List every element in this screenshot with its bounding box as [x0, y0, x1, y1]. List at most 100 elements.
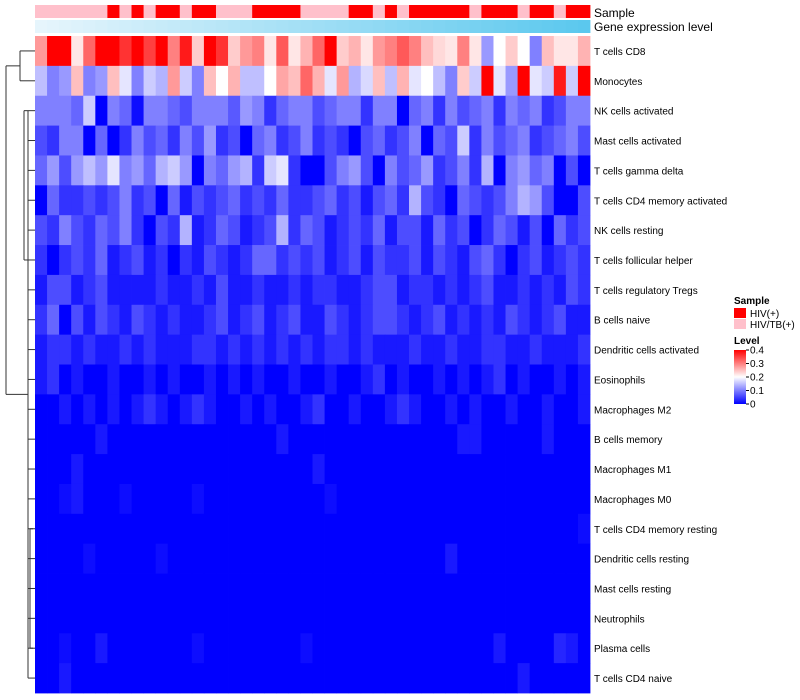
heatmap-cell — [107, 513, 120, 545]
heatmap-cell — [35, 215, 48, 246]
heatmap-cell — [191, 95, 205, 126]
heatmap-cell — [396, 633, 410, 664]
heatmap-cell — [469, 215, 482, 246]
expression-annotation-cell — [312, 20, 325, 33]
heatmap-cell — [252, 215, 265, 246]
heatmap-cell — [131, 125, 144, 156]
heatmap-cell — [541, 304, 555, 336]
heatmap-cell — [457, 185, 470, 216]
sample-annotation-cell — [457, 5, 470, 18]
heatmap-cell — [264, 245, 277, 276]
heatmap-cell — [372, 663, 386, 694]
heatmap-cell — [396, 274, 410, 306]
sample-annotation-cell — [421, 5, 434, 18]
heatmap-cell — [541, 543, 555, 574]
heatmap-cell — [119, 424, 132, 455]
row-dendrogram — [5, 50, 35, 679]
heatmap-cell — [107, 394, 120, 425]
heatmap-cell — [336, 274, 350, 306]
heatmap-cell — [372, 454, 386, 485]
heatmap-cell — [276, 454, 289, 485]
heatmap-cell — [396, 185, 410, 216]
heatmap-cell — [481, 573, 494, 604]
heatmap-cell — [421, 483, 434, 515]
heatmap-cell — [71, 274, 84, 306]
heatmap-cell — [553, 483, 567, 515]
heatmap-cell — [336, 663, 350, 694]
heatmap-cell — [565, 304, 579, 336]
heatmap-cell — [348, 454, 362, 485]
heatmap-cell — [481, 603, 494, 634]
heatmap-cell — [83, 364, 96, 395]
heatmap-cell — [409, 573, 422, 604]
heatmap-cell — [179, 245, 193, 276]
heatmap-cell — [107, 603, 120, 634]
heatmap-cell — [517, 633, 531, 664]
heatmap-cell — [47, 364, 60, 395]
heatmap-cell — [240, 125, 253, 156]
heatmap-cell — [155, 394, 169, 425]
heatmap-cell — [312, 513, 325, 545]
sample-annotation-cell — [71, 5, 84, 18]
heatmap-cell — [83, 215, 96, 246]
heatmap-cell — [288, 483, 301, 515]
heatmap-cell — [155, 36, 169, 67]
heatmap-cell — [481, 215, 494, 246]
heatmap-cell — [131, 573, 144, 604]
heatmap-cell — [240, 454, 253, 485]
heatmap-cell — [421, 245, 434, 276]
heatmap-cell — [493, 543, 506, 574]
heatmap-cell — [131, 185, 144, 216]
heatmap-cell — [167, 633, 181, 664]
heatmap-cell — [300, 663, 313, 694]
sample-annotation-cell — [348, 5, 362, 18]
heatmap-cell — [469, 573, 482, 604]
heatmap-cell — [143, 603, 157, 634]
heatmap-cell — [203, 36, 217, 67]
heatmap-cell — [384, 573, 398, 604]
heatmap-cell — [384, 95, 398, 126]
sample-annotation-cell — [577, 5, 591, 18]
heatmap-cell — [493, 36, 506, 67]
heatmap-cell — [529, 274, 543, 306]
expression-annotation-cell — [541, 20, 555, 33]
heatmap-cell — [47, 394, 60, 425]
heatmap-cell — [71, 125, 84, 156]
heatmap-cell — [155, 454, 169, 485]
heatmap-cell — [71, 543, 84, 574]
heatmap-cell — [421, 334, 434, 365]
legend-swatch-hiv — [734, 308, 746, 318]
heatmap-cell — [457, 215, 470, 246]
heatmap-cell — [457, 424, 470, 455]
heatmap-cell — [553, 364, 567, 395]
heatmap-cell — [384, 245, 398, 276]
heatmap-cell — [276, 483, 289, 515]
expression-annotation-cell — [264, 20, 277, 33]
heatmap-cell — [203, 603, 217, 634]
heatmap-cell — [240, 394, 253, 425]
heatmap-cell — [191, 633, 205, 664]
heatmap-cell — [433, 95, 446, 126]
heatmap-cell — [517, 603, 531, 634]
heatmap-cell — [372, 185, 386, 216]
heatmap-cell — [505, 573, 519, 604]
heatmap-cell — [252, 663, 265, 694]
heatmap-cell — [409, 95, 422, 126]
sample-annotation-cell — [517, 5, 531, 18]
heatmap-cell — [228, 543, 241, 574]
heatmap-cell — [264, 274, 277, 306]
heatmap-cell — [457, 543, 470, 574]
heatmap-cell — [493, 125, 506, 156]
row-labels: T cells CD8 Monocytes NK cells activated Ma… — [594, 47, 727, 685]
sample-annotation-cell — [59, 5, 72, 18]
heatmap-cell — [529, 663, 543, 694]
heatmap-cell — [83, 304, 96, 336]
heatmap-cell — [324, 603, 338, 634]
heatmap-cell — [457, 633, 470, 664]
heatmap-cell — [203, 185, 217, 216]
heatmap-cell — [59, 304, 72, 336]
heatmap-cell — [228, 663, 241, 694]
heatmap-cell — [179, 483, 193, 515]
heatmap-cell — [553, 245, 567, 276]
heatmap-cell — [577, 543, 591, 574]
